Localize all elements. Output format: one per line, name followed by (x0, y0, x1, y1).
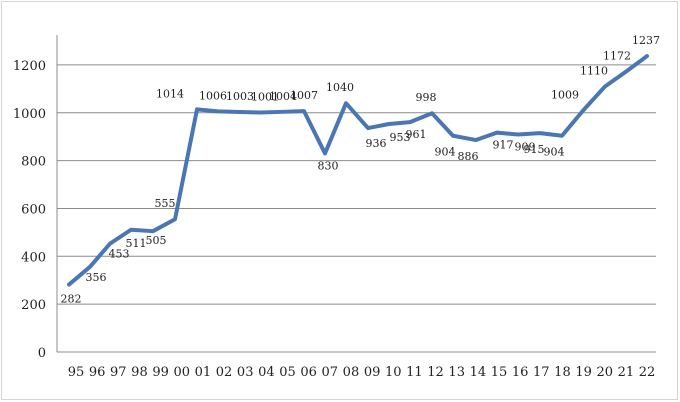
data-label: 356 (86, 271, 107, 284)
x-tick-label: 05 (279, 365, 296, 380)
data-point (88, 265, 92, 269)
data-label: 1006 (199, 89, 227, 102)
data-point (344, 101, 348, 105)
x-tick-label: 10 (385, 365, 402, 380)
data-label: 909 (515, 141, 536, 154)
series-layer (67, 54, 649, 287)
x-tick-label: 11 (406, 365, 423, 380)
data-point (323, 151, 327, 155)
x-tick-label: 07 (322, 365, 339, 380)
data-point (430, 111, 434, 115)
data-point (108, 242, 112, 246)
y-tick-label: 1000 (13, 107, 46, 122)
x-tick-label: 01 (195, 365, 212, 380)
series-line (67, 54, 649, 287)
x-tick-label: 04 (258, 365, 275, 380)
data-point (259, 111, 263, 115)
data-point (603, 84, 607, 88)
x-tick-label: 06 (300, 365, 317, 380)
data-label: 505 (146, 234, 167, 247)
data-label: 904 (435, 146, 456, 159)
data-point (387, 122, 391, 126)
x-tick-label: 95 (68, 365, 85, 380)
y-axis-ticks: 0 200 400 600 800 1000 1200 (13, 59, 46, 361)
data-point (560, 134, 564, 138)
data-label: 1004 (269, 90, 297, 103)
data-label: 453 (109, 248, 130, 261)
data-point (516, 133, 520, 137)
x-tick-label: 22 (639, 365, 656, 380)
grid-lines (56, 35, 656, 353)
data-label: 961 (406, 128, 427, 141)
y-tick-label: 0 (38, 346, 46, 361)
data-point (129, 228, 133, 232)
data-label: 1040 (326, 81, 354, 94)
data-point (216, 109, 220, 113)
data-label: 1003 (226, 90, 254, 103)
data-point (645, 54, 649, 58)
data-point (281, 110, 285, 114)
x-tick-label: 08 (343, 365, 360, 380)
x-tick-label: 15 (491, 365, 508, 380)
x-tick-label: 16 (512, 365, 529, 380)
x-tick-label: 02 (216, 365, 233, 380)
data-label: 282 (61, 293, 82, 306)
data-point (581, 109, 585, 113)
data-point (195, 107, 199, 111)
y-tick-label: 1200 (13, 59, 46, 74)
x-tick-label: 20 (596, 365, 613, 380)
data-point (474, 138, 478, 142)
data-point (495, 131, 499, 135)
data-point (151, 229, 155, 233)
data-label: 998 (416, 91, 437, 104)
data-label: 555 (155, 197, 176, 210)
data-label: 886 (458, 150, 479, 163)
data-label: 917 (493, 139, 514, 152)
x-tick-label: 12 (427, 365, 444, 380)
x-tick-label: 13 (448, 365, 465, 380)
x-tick-label: 17 (533, 365, 550, 380)
x-tick-label: 18 (554, 365, 571, 380)
x-tick-label: 00 (173, 365, 190, 380)
data-label: 1001 (251, 91, 279, 104)
x-tick-label: 19 (575, 365, 592, 380)
data-label: 1237 (632, 34, 660, 47)
x-tick-label: 09 (364, 365, 381, 380)
x-tick-label: 14 (470, 365, 487, 380)
data-label: 511 (126, 237, 147, 250)
data-point (408, 120, 412, 124)
x-tick-label: 99 (152, 365, 169, 380)
data-label: 1110 (580, 64, 608, 77)
x-tick-label: 97 (110, 365, 127, 380)
data-point (624, 70, 628, 74)
data-label: 904 (544, 146, 565, 159)
y-tick-label: 200 (21, 298, 46, 313)
data-point (173, 217, 177, 221)
data-point (366, 126, 370, 130)
data-label: 1172 (603, 50, 631, 63)
x-tick-label: 98 (131, 365, 148, 380)
data-label: 830 (318, 159, 339, 172)
data-label: 915 (524, 143, 545, 156)
data-label: 953 (390, 131, 411, 144)
y-tick-label: 800 (21, 155, 46, 170)
data-label: 1014 (156, 87, 184, 100)
data-point (451, 134, 455, 138)
data-label: 1007 (290, 89, 318, 102)
y-tick-label: 400 (21, 250, 46, 265)
data-point (302, 109, 306, 113)
data-label: 1009 (551, 89, 579, 102)
data-point (67, 283, 71, 287)
data-point (238, 110, 242, 114)
x-tick-label: 03 (237, 365, 254, 380)
y-tick-label: 600 (21, 202, 46, 217)
x-tick-label: 96 (89, 365, 106, 380)
data-label: 936 (366, 137, 387, 150)
x-axis-ticks: 95 96 97 98 99 00 01 02 03 04 05 06 07 08 09 10 11 12 13 14… (68, 365, 656, 380)
data-point (538, 131, 542, 135)
x-tick-label: 21 (618, 365, 635, 380)
